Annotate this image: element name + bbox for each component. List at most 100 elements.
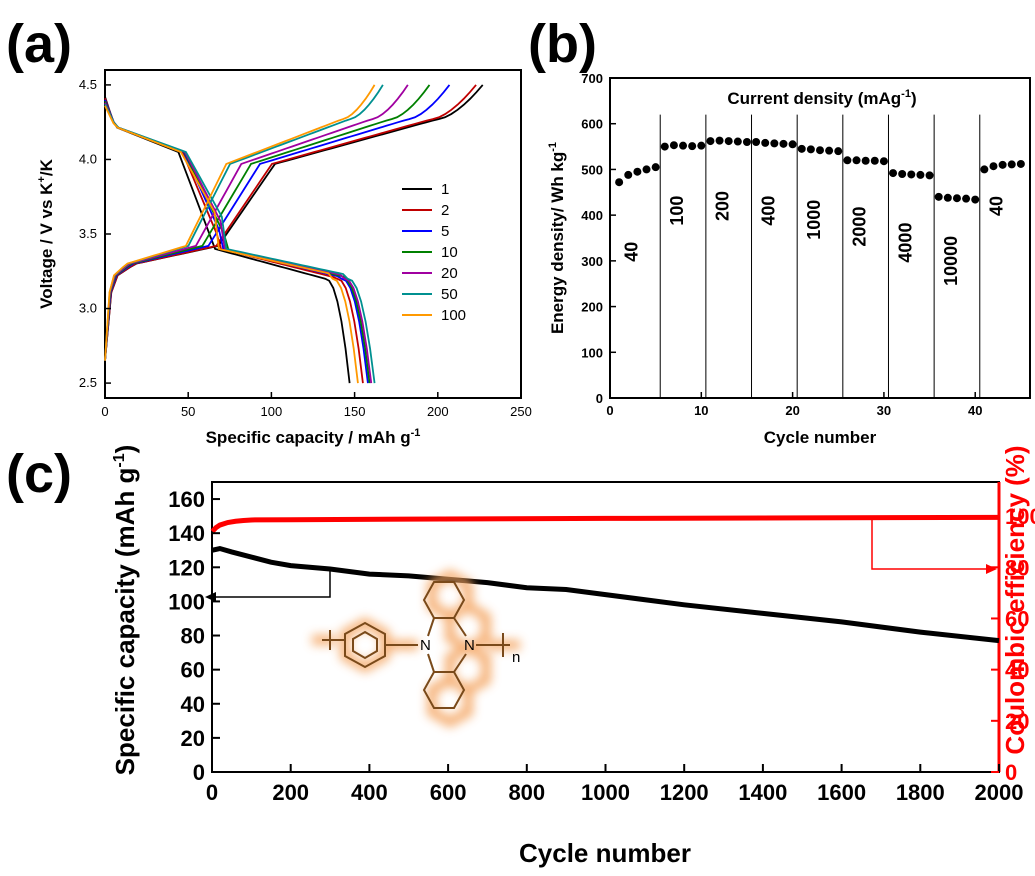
chart-c-xtick-label: 0	[206, 780, 218, 805]
chart-b-point	[879, 157, 888, 166]
chart-c-ytick-label: 140	[168, 521, 205, 546]
chart-c-y2label: Coulombic efficiency (%)	[1000, 445, 1030, 754]
chart-b-point	[806, 145, 815, 154]
chart-c-xtick-label: 400	[351, 780, 388, 805]
chart-c-y2tick-label: 0	[1005, 760, 1017, 785]
chart-c-xtick-label: 1000	[581, 780, 630, 805]
chart-a-discharge-5	[104, 99, 369, 384]
chart-a-legend: 1 2 5 10 20 50 100	[402, 181, 466, 324]
chart-c-ytick-label: 60	[181, 658, 205, 683]
chart-a-xtick-label: 0	[101, 404, 108, 419]
chart-c-xtick-label: 800	[508, 780, 545, 805]
structure-glow	[312, 569, 520, 728]
chart-b-point	[615, 178, 624, 187]
chart-c-xtick-label: 2000	[975, 780, 1024, 805]
chart-b-point	[633, 167, 642, 176]
chart-a-discharge-100	[104, 105, 359, 384]
capacity-axis-arrow	[212, 568, 331, 598]
chart-b-ylabel: Energy density/ Wh kg-1	[547, 142, 567, 334]
chart-a-ytick-label: 2.5	[79, 375, 97, 390]
chart-b-point	[870, 156, 879, 165]
chart-b-point	[925, 171, 934, 180]
panel-label-c: (c)	[6, 444, 72, 504]
chart-b-point	[834, 147, 843, 156]
chart-b-point	[733, 137, 742, 146]
chart-a-charge-2	[104, 84, 477, 361]
chart-b-point	[752, 138, 761, 146]
chart-b-ytick-label: 200	[581, 300, 603, 315]
chart-b-point	[962, 194, 971, 203]
chart-a-charge-10	[104, 84, 431, 361]
chart-b-band-label: 10000	[941, 236, 961, 286]
chart-b-point	[825, 146, 834, 155]
chart-c-xtick-label: 1600	[817, 780, 866, 805]
chart-b-point	[861, 156, 870, 165]
chart-c-xtick-label: 1200	[660, 780, 709, 805]
structure-subscript: n	[512, 649, 520, 666]
chart-b-point	[706, 137, 715, 146]
chart-c-ytick-label: 80	[181, 624, 205, 649]
chart-b-frame	[609, 77, 1031, 399]
chart-a-discharge-50	[104, 103, 376, 384]
chart-a-legend-label: 10	[441, 244, 458, 261]
chart-b-xtick-label: 40	[968, 403, 982, 418]
chart-a-charge-100	[104, 84, 376, 361]
chart-a-xtick-label: 50	[181, 404, 195, 419]
chart-c-ylabel: Specific capacity (mAh g-1)	[110, 445, 140, 776]
chart-c-ytick-label: 20	[181, 726, 205, 751]
chart-a-ytick-label: 4.5	[79, 77, 97, 92]
chart-b-band-label: 4000	[895, 223, 915, 263]
chart-b-point	[660, 142, 669, 151]
chart-a-ytick-label: 3.0	[79, 301, 97, 316]
chart-c-xtick-label: 200	[272, 780, 309, 805]
chart-b-point	[980, 165, 989, 174]
chart-b-point	[669, 141, 678, 150]
chart-b-band-label: 400	[758, 196, 778, 226]
chart-b-point	[697, 141, 706, 150]
chart-b-point	[934, 192, 943, 201]
chart-b-ytick-label: 700	[581, 71, 603, 86]
chart-b-ytick-label: 600	[581, 117, 603, 132]
chart-a: 0 50 100 150 200 250 2.5 3.0 3.5 4.0 4.5 1 2 5 10 20 50…	[36, 69, 532, 447]
efficiency-arrowhead	[986, 564, 997, 574]
chart-b-ytick-label: 100	[581, 345, 603, 360]
chart-b-point	[916, 170, 925, 179]
chart-b-point	[679, 141, 688, 150]
chart-c: 0 200 400 600 800 1000 1200 1400 1600 1800 2000020…	[110, 445, 1035, 868]
chart-a-ytick-label: 3.5	[79, 226, 97, 241]
chart-a-xtick-label: 150	[344, 404, 366, 419]
chart-b-point	[651, 163, 660, 172]
chart-c-y2tick-label: 80	[1005, 555, 1029, 580]
chart-b-band-label: 2000	[850, 207, 870, 247]
chart-b-point	[889, 169, 898, 178]
chart-c-xlabel: Cycle number	[519, 838, 691, 868]
chart-c-efficiency-line	[210, 514, 1000, 534]
chart-b-point	[779, 139, 788, 148]
chart-b-band-label: 200	[713, 191, 733, 221]
chart-b-xtick-label: 0	[606, 403, 613, 418]
chart-c-ytick-label: 40	[181, 692, 205, 717]
chart-c-xtick-label: 1800	[896, 780, 945, 805]
chart-b-band-labels: 40 100 200 400 1000 2000 4000 10000 40	[621, 191, 1006, 286]
chart-c-ytick-label: 100	[168, 589, 205, 614]
chart-b-ytick-label: 400	[581, 208, 603, 223]
chart-b-ytick-label: 300	[581, 254, 603, 269]
chart-a-legend-label: 50	[441, 286, 458, 303]
chart-b-annotation: Current density (mAg-1)	[727, 88, 916, 108]
chart-b-point	[788, 140, 797, 149]
chart-b-points	[615, 136, 1025, 204]
chart-c-xtick-label: 1400	[738, 780, 787, 805]
chart-a-legend-label: 5	[441, 223, 449, 240]
chart-b-point	[852, 156, 861, 165]
chart-b-xtick-label: 10	[694, 403, 708, 418]
chart-a-charge-1	[104, 84, 484, 361]
chart-b-band-label: 1000	[804, 200, 824, 240]
chart-a-discharge-20	[104, 102, 373, 384]
chart-a-xtick-label: 250	[510, 404, 532, 419]
chart-b-point	[898, 170, 907, 178]
efficiency-axis-arrow	[871, 517, 990, 570]
chart-b-band-label: 100	[667, 196, 687, 226]
chart-b-point	[843, 156, 852, 165]
